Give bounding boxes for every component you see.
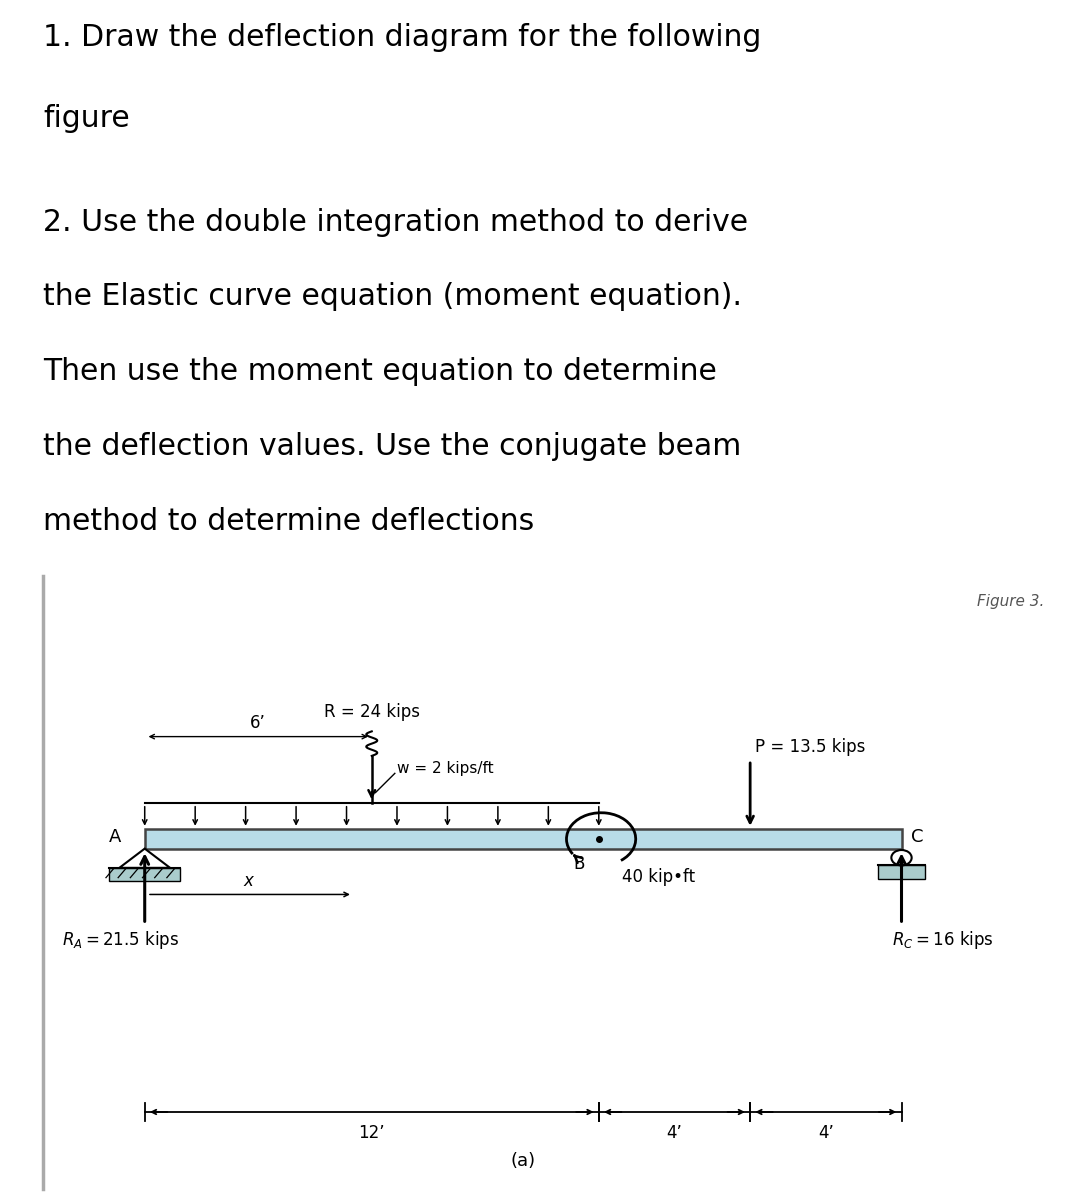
Text: $R_C = 16$ kips: $R_C = 16$ kips [892,930,994,951]
Circle shape [891,850,912,866]
Text: 12’: 12’ [359,1124,386,1142]
Text: A: A [109,829,122,847]
Text: the deflection values. Use the conjugate beam: the deflection values. Use the conjugate… [43,432,742,461]
Text: 4’: 4’ [666,1124,683,1142]
Text: C: C [910,829,923,847]
Text: 2. Use the double integration method to derive: 2. Use the double integration method to … [43,208,748,237]
Text: 4’: 4’ [818,1124,834,1142]
Polygon shape [120,849,171,868]
Text: (a): (a) [511,1152,536,1170]
Bar [145,830,902,849]
Text: B: B [573,855,585,873]
Text: R = 24 kips: R = 24 kips [324,703,420,721]
Text: x: x [244,872,254,890]
Text: 6’: 6’ [251,715,266,733]
Text: 1. Draw the deflection diagram for the following: 1. Draw the deflection diagram for the f… [43,23,761,52]
Bar [109,868,180,882]
Text: P = 13.5 kips: P = 13.5 kips [755,737,865,755]
Text: method to determine deflections: method to determine deflections [43,507,535,537]
Text: $R_A = 21.5$ kips: $R_A = 21.5$ kips [62,930,179,951]
Bar [878,866,924,879]
Text: the Elastic curve equation (moment equation).: the Elastic curve equation (moment equat… [43,282,742,311]
Text: figure: figure [43,103,130,133]
Text: Figure 3.: Figure 3. [977,594,1044,609]
Text: Then use the moment equation to determine: Then use the moment equation to determin… [43,358,717,387]
Text: 40 kip•ft: 40 kip•ft [622,868,696,886]
Text: w = 2 kips/ft: w = 2 kips/ft [397,760,494,776]
